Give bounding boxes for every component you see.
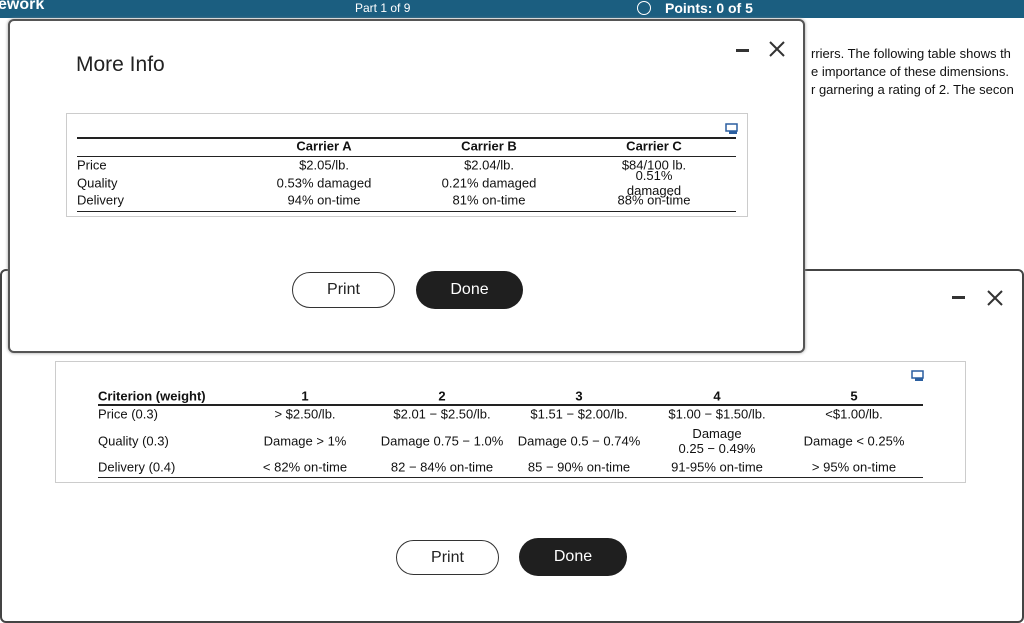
table-cell: $2.05/lb. [299,157,349,173]
column-header: 2 [438,388,446,404]
copy-icon[interactable] [725,123,739,135]
column-header: Carrier A [296,138,352,154]
copy-icon[interactable] [911,370,925,382]
carrier-table: Carrier A Carrier B Carrier C Price $2.05/lb… [66,113,748,217]
column-header: Criterion (weight) [98,388,206,404]
part-label: Part 1 of 9 [355,1,411,15]
done-button[interactable]: Done [519,538,627,576]
table-cell: $2.04/lb. [464,157,514,173]
criteria-table: Criterion (weight) 1 2 3 4 5 Price (0.3) > $2.5… [55,361,966,483]
table-cell: 81% on-time [452,192,526,208]
column-header: 5 [850,388,858,404]
table-rule [77,137,736,139]
print-button[interactable]: Print [292,272,395,308]
table-rule [98,477,923,478]
question-text: rriers. The following table shows th [811,46,1011,61]
table-cell: 85 − 90% on-time [527,459,631,475]
question-text: e importance of these dimensions. [811,64,1009,79]
table-cell: $2.01 − $2.50/lb. [393,406,491,422]
question-text: r garnering a rating of 2. The secon [811,82,1014,97]
points-icon [637,1,651,15]
minimize-button[interactable] [952,296,965,299]
column-header: Carrier B [461,138,517,154]
points-label[interactable]: Points: 0 of 5 [665,0,753,16]
done-button[interactable]: Done [416,271,523,309]
table-cell: <$1.00/lb. [825,406,883,422]
table-cell: 0.51% damaged [626,168,682,198]
row-label: Delivery [77,192,124,208]
more-info-dialog: More Info [8,19,805,353]
table-cell: Damage 0.25 − 0.49% [678,426,756,456]
row-label: Quality [77,175,118,191]
table-rule [98,404,923,406]
table-cell: 94% on-time [287,192,361,208]
table-cell: Damage < 0.25% [803,433,905,449]
dialog-title: More Info [76,53,165,76]
print-button[interactable]: Print [396,540,499,575]
table-cell: > $2.50/lb. [274,406,336,422]
table-cell: $1.51 − $2.00/lb. [530,406,628,422]
table-cell: 82 − 84% on-time [390,459,494,475]
table-rule [77,156,736,157]
row-label: Price [77,157,107,173]
table-cell: Damage > 1% [263,433,347,449]
row-label: Quality (0.3) [98,433,169,449]
table-cell: Damage 0.75 − 1.0% [380,433,504,449]
table-rule [77,211,736,212]
table-cell: Damage 0.5 − 0.74% [517,433,641,449]
column-header: 1 [301,388,309,404]
row-label: Delivery (0.4) [98,459,176,475]
close-button[interactable] [769,41,785,57]
minimize-button[interactable] [736,49,749,52]
top-bar: ework Part 1 of 9 Points: 0 of 5 [0,0,1024,18]
table-cell: 91-95% on-time [671,459,763,475]
table-cell: 88% on-time [617,192,691,208]
column-header: 4 [713,388,721,404]
column-header: 3 [575,388,583,404]
table-cell: $84/100 lb. [621,157,687,173]
section-title: ework [0,0,45,13]
table-cell: $1.00 − $1.50/lb. [668,406,766,422]
close-button[interactable] [987,290,1003,306]
row-label: Price (0.3) [98,406,158,422]
table-cell: 0.21% damaged [441,175,537,191]
table-cell: > 95% on-time [811,459,897,475]
column-header: Carrier C [626,138,682,154]
table-cell: < 82% on-time [262,459,348,475]
table-cell: 0.53% damaged [276,175,372,191]
